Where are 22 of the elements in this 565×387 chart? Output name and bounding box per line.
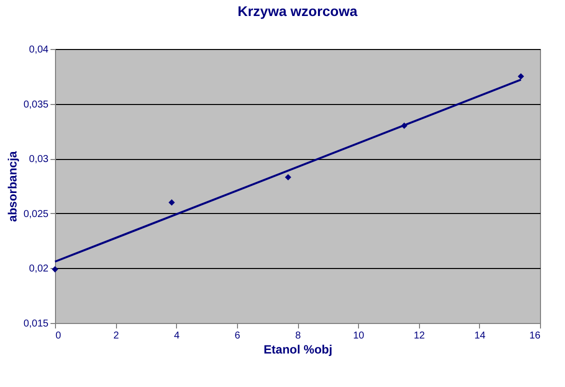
x-tick-label: 12	[414, 330, 426, 342]
y-axis-title: absorbancja	[5, 150, 20, 222]
x-tick-label: 8	[295, 330, 302, 342]
x-tick-label: 16	[529, 330, 541, 342]
x-tick-label: 10	[353, 330, 365, 342]
y-tick-label: 0,035	[23, 99, 49, 110]
x-axis-title: Etanol %obj	[264, 342, 332, 356]
y-tick-label: 0,04	[29, 44, 49, 56]
x-tick-label: 0	[56, 330, 62, 342]
point	[52, 266, 58, 272]
y-tick-label: 0,015	[23, 318, 49, 330]
point	[284, 174, 292, 180]
y-tick-label: 0,03	[29, 154, 49, 166]
chart-title: Krzywa wzorcowa	[238, 3, 358, 19]
point	[518, 73, 524, 80]
x-tick-label: 2	[113, 330, 120, 342]
y-tick-label: 0,025	[23, 208, 49, 220]
point	[168, 199, 175, 206]
x-tick-label: 6	[234, 330, 241, 342]
x-tick-label: 14	[474, 330, 486, 342]
x-tick-label: 4	[174, 330, 180, 342]
y-tick-label: 0,02	[29, 264, 49, 275]
